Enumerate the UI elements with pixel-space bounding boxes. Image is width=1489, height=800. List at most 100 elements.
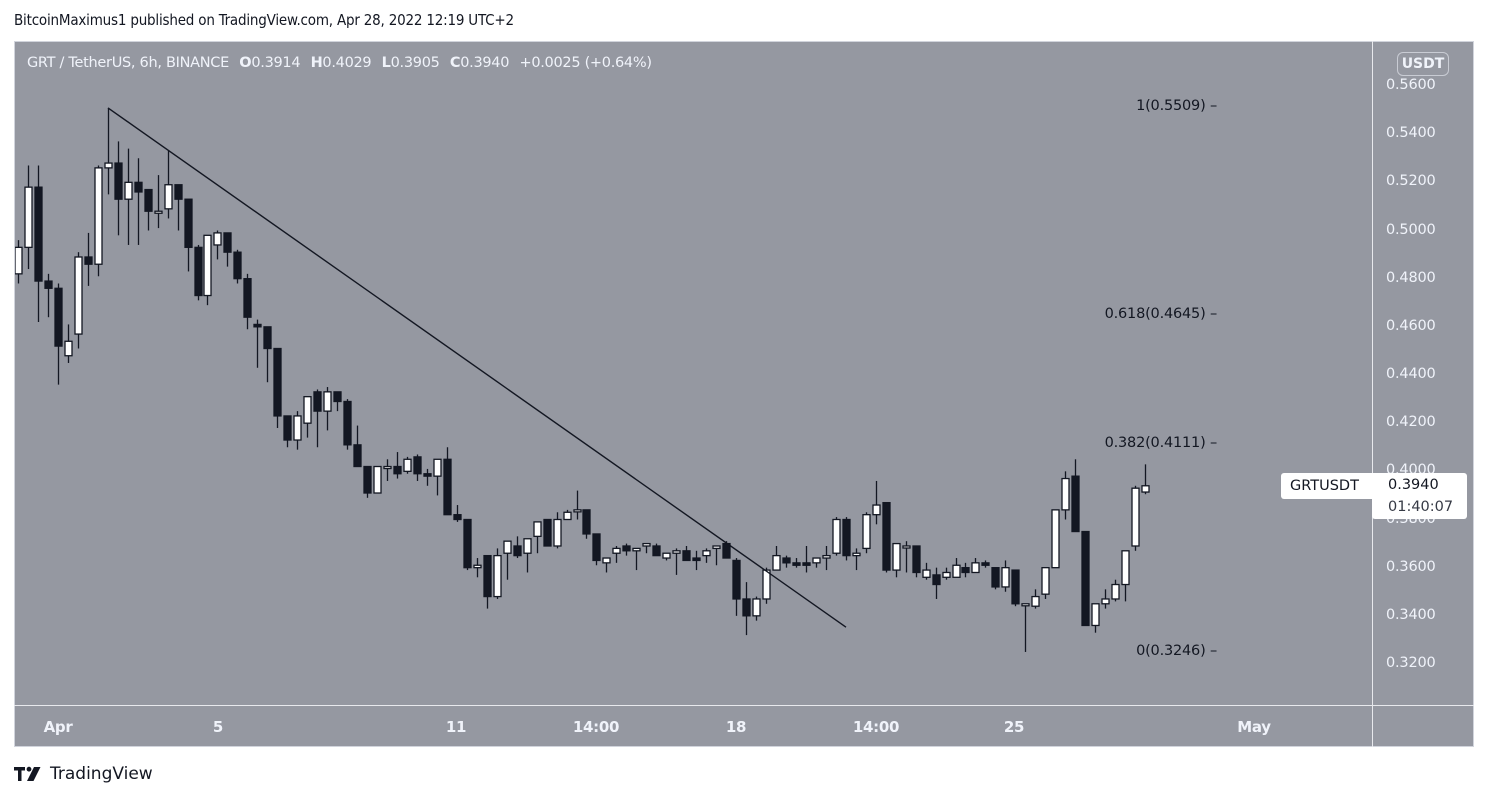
candle-down bbox=[263, 326, 272, 350]
candle-down bbox=[253, 323, 262, 328]
candle-down bbox=[543, 518, 552, 547]
candle-up bbox=[473, 564, 482, 569]
price-tick-label: 0.4400 bbox=[1386, 366, 1436, 382]
candle-up bbox=[493, 554, 502, 598]
candle-up bbox=[1131, 487, 1140, 547]
candle-up bbox=[24, 186, 33, 249]
candle-up bbox=[1041, 567, 1050, 595]
price-tick-label: 0.3400 bbox=[1386, 606, 1436, 623]
legend-change: +0.0025 (+0.64%) bbox=[519, 55, 652, 71]
candle-down bbox=[313, 391, 322, 412]
candle-down bbox=[443, 458, 452, 516]
price-tick-label: 0.3200 bbox=[1386, 655, 1436, 671]
candle-down bbox=[513, 545, 522, 557]
candle-up bbox=[293, 415, 302, 441]
candle-up bbox=[1051, 509, 1060, 569]
candle-down bbox=[114, 162, 123, 200]
last-price: 0.3940 bbox=[1388, 477, 1439, 493]
candle-up bbox=[15, 246, 23, 275]
time-tick-label: 5 bbox=[212, 718, 224, 736]
candle-down bbox=[34, 186, 43, 282]
candle-up bbox=[213, 232, 222, 246]
candle-down bbox=[622, 545, 631, 552]
chart-frame bbox=[14, 41, 1474, 747]
candle-down bbox=[283, 415, 292, 441]
candle-up bbox=[64, 340, 73, 357]
candle-down bbox=[1011, 569, 1020, 605]
last-price-tag: 0.3940 01:40:07 bbox=[1372, 473, 1467, 519]
chart-legend: GRT / TetherUS, 6h, BINANCE O0.3914 H0.4… bbox=[27, 55, 658, 71]
candle-up bbox=[403, 458, 412, 472]
candle-down bbox=[483, 554, 492, 598]
candle-up bbox=[1101, 598, 1110, 605]
candle-up bbox=[563, 511, 572, 521]
candle-down bbox=[353, 444, 362, 468]
candle-down bbox=[413, 456, 422, 475]
candle-up bbox=[1111, 583, 1120, 600]
candle-up bbox=[922, 569, 931, 578]
published-caption: BitcoinMaximus1 published on TradingView… bbox=[14, 11, 514, 29]
candle-down bbox=[782, 557, 791, 564]
candle-down bbox=[1071, 475, 1080, 533]
price-tick-label: 0.4800 bbox=[1386, 269, 1436, 286]
candle-up bbox=[373, 465, 382, 494]
fib-level-label: 0.618(0.4645) – bbox=[1104, 305, 1218, 322]
candle-up bbox=[812, 557, 821, 564]
candle-down bbox=[273, 347, 282, 417]
candle-down bbox=[453, 514, 462, 521]
candle-up bbox=[503, 540, 512, 554]
tradingview-logo[interactable]: TradingView bbox=[14, 764, 153, 784]
currency-button[interactable]: USDT bbox=[1397, 52, 1449, 76]
candle-down bbox=[174, 184, 183, 200]
time-tick-label: 14:00 bbox=[852, 718, 900, 736]
candle-down bbox=[682, 550, 691, 562]
legend-open: O0.3914 bbox=[239, 55, 301, 71]
price-tick-label: 0.3600 bbox=[1386, 558, 1436, 575]
candle-up bbox=[822, 554, 831, 559]
candle-down bbox=[991, 567, 1000, 588]
candle-down bbox=[842, 518, 851, 557]
candle-up bbox=[1031, 595, 1040, 607]
candle-up bbox=[303, 396, 312, 424]
price-tick-label: 0.5600 bbox=[1386, 77, 1436, 93]
candle-up bbox=[942, 571, 951, 578]
candle-down bbox=[722, 542, 731, 559]
candle-up bbox=[602, 557, 611, 564]
time-tick-label: May bbox=[1237, 718, 1271, 736]
tradingview-brand: TradingView bbox=[50, 764, 153, 784]
price-tick-label: 0.4200 bbox=[1386, 414, 1436, 431]
candle-up bbox=[612, 547, 621, 554]
candle-down bbox=[652, 545, 661, 557]
price-tick-label: 0.5000 bbox=[1386, 221, 1436, 238]
candle-up bbox=[862, 514, 871, 550]
candle-up bbox=[1091, 603, 1100, 627]
candle-down bbox=[84, 256, 93, 265]
candle-up bbox=[762, 569, 771, 600]
candle-up bbox=[433, 458, 442, 477]
candle-up bbox=[952, 564, 961, 578]
time-tick-label: 11 bbox=[445, 718, 467, 736]
legend-close: C0.3940 bbox=[449, 55, 510, 71]
candle-up bbox=[642, 542, 651, 547]
candle-up bbox=[712, 545, 721, 550]
candle-up bbox=[832, 518, 841, 554]
candle-down bbox=[423, 473, 432, 477]
candle-up bbox=[94, 167, 103, 265]
candle-up bbox=[902, 545, 911, 549]
candle-down bbox=[692, 557, 701, 562]
candle-up bbox=[632, 547, 641, 552]
candle-down bbox=[732, 559, 741, 600]
candle-up bbox=[662, 552, 671, 559]
time-tick-label: 14:00 bbox=[572, 718, 620, 736]
candle-down bbox=[184, 198, 193, 249]
candle-up bbox=[124, 181, 133, 200]
candle-down bbox=[742, 598, 751, 617]
candle-up bbox=[164, 184, 173, 210]
candle-up bbox=[154, 210, 163, 214]
candle-up bbox=[573, 509, 582, 513]
time-tick-label: 18 bbox=[725, 718, 747, 736]
bar-countdown: 01:40:07 bbox=[1388, 499, 1454, 515]
symbol-price-label: GRTUSDT bbox=[1281, 473, 1372, 499]
legend-low: L0.3905 bbox=[381, 55, 440, 71]
